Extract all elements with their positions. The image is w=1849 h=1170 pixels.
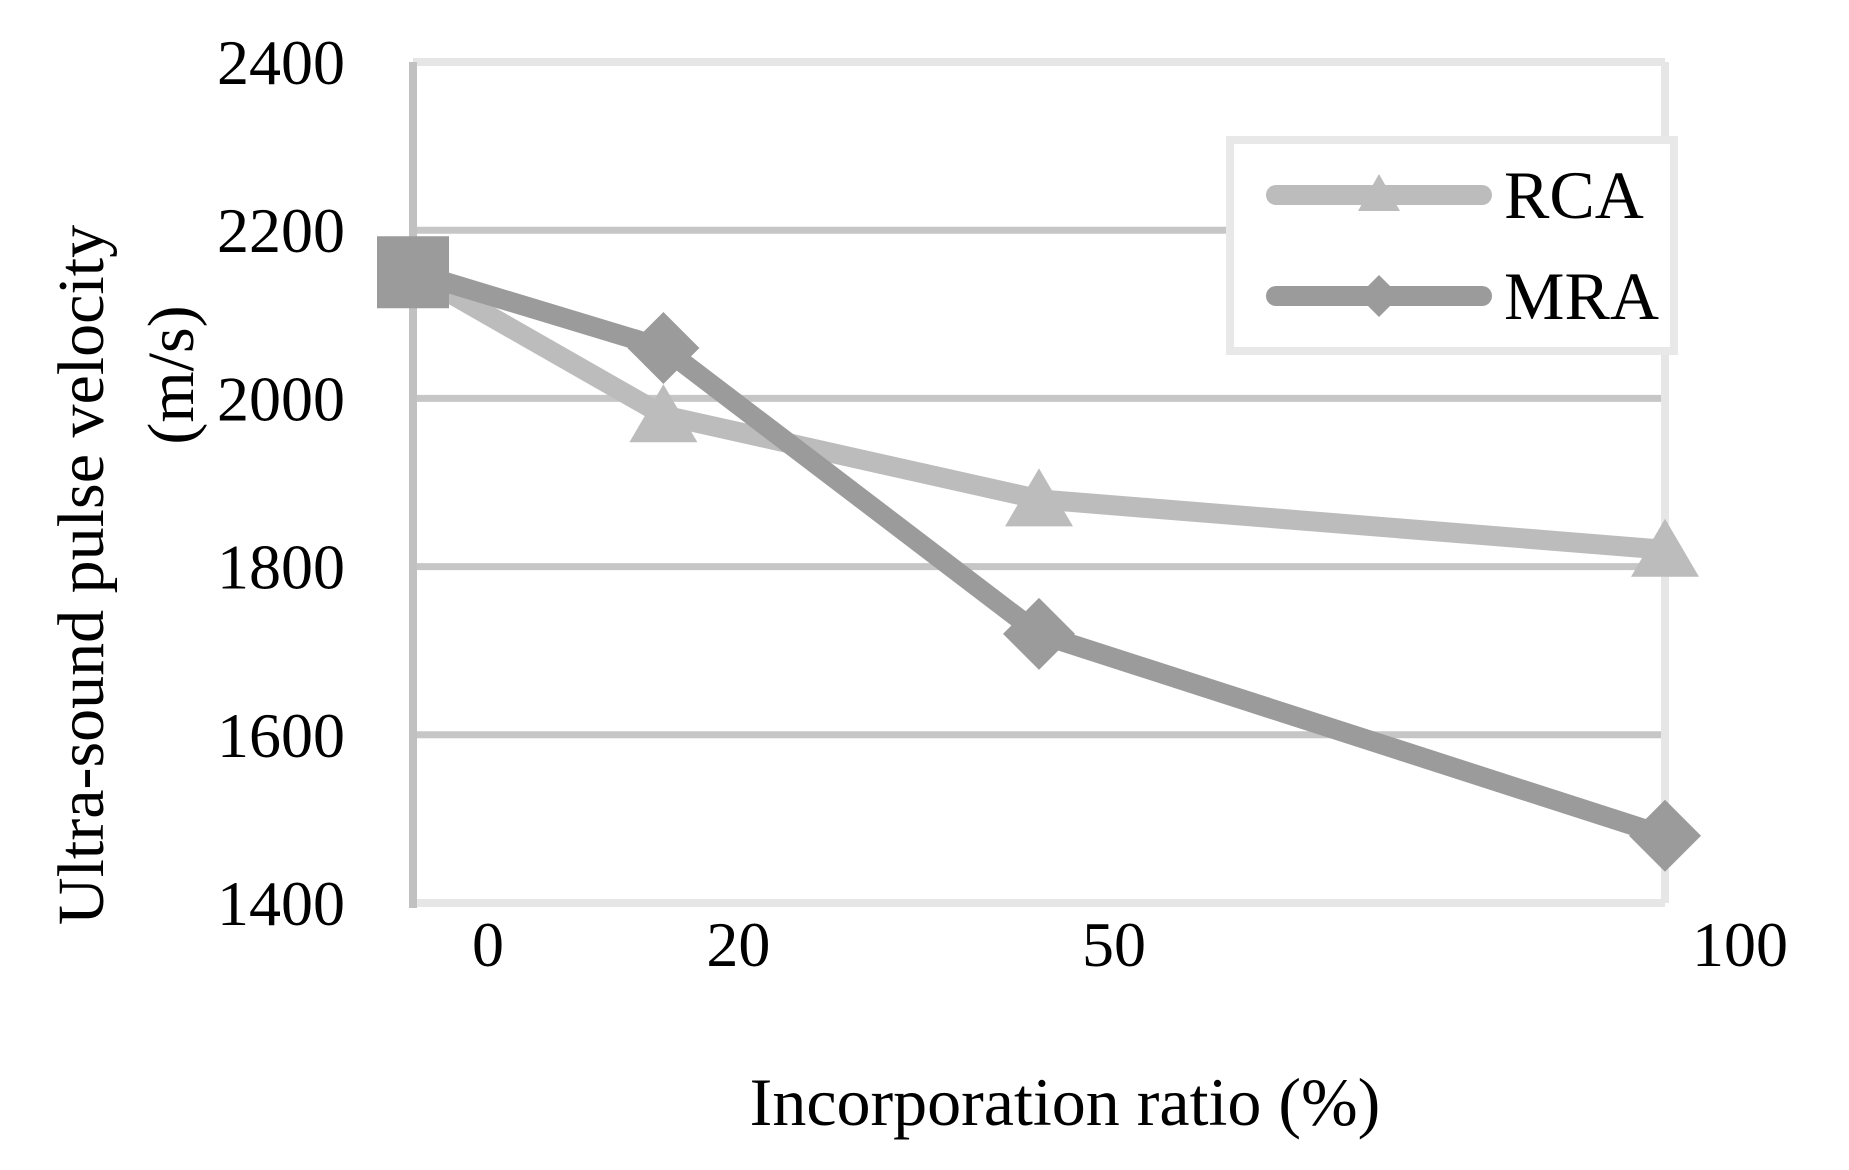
x-tick-label: 20 xyxy=(706,909,770,980)
series-line-mra xyxy=(403,262,1675,846)
y-axis-title: Ultra-sound pulse velocity xyxy=(45,224,118,926)
y-tick-label: 2200 xyxy=(217,195,345,266)
square-origin-marker xyxy=(377,236,449,309)
legend-label: MRA xyxy=(1504,258,1659,335)
x-tick-label: 100 xyxy=(1692,909,1788,980)
diamond-marker xyxy=(1003,597,1075,670)
triangle-marker xyxy=(629,384,698,443)
triangle-marker xyxy=(1631,518,1699,577)
y-tick-label: 1800 xyxy=(217,532,345,603)
diamond-marker xyxy=(627,311,700,384)
legend: RCA MRA xyxy=(1226,136,1678,355)
y-tick-label: 2000 xyxy=(217,363,345,434)
diamond-marker xyxy=(1629,799,1701,872)
legend-triangle-marker xyxy=(1358,173,1400,211)
legend-item-rca: RCA xyxy=(1264,153,1670,237)
legend-key-diamond-icon xyxy=(1266,275,1492,318)
legend-item-mra: MRA xyxy=(1264,254,1670,338)
x-axis-title: Incorporation ratio (%) xyxy=(749,1064,1381,1140)
series-line-rca xyxy=(403,262,1675,560)
legend-diamond-marker xyxy=(1358,275,1400,318)
triangle-marker xyxy=(1005,468,1073,527)
legend-key-triangle-icon xyxy=(1266,173,1492,211)
y-tick-label: 2400 xyxy=(217,27,345,98)
y-tick-label: 1400 xyxy=(217,868,345,939)
y-tick-label: 1600 xyxy=(217,700,345,771)
x-tick-label: 50 xyxy=(1082,909,1146,980)
y-axis-title-units: (m/s) xyxy=(135,305,208,445)
legend-label: RCA xyxy=(1504,156,1644,233)
x-tick-label: 0 xyxy=(472,909,504,980)
